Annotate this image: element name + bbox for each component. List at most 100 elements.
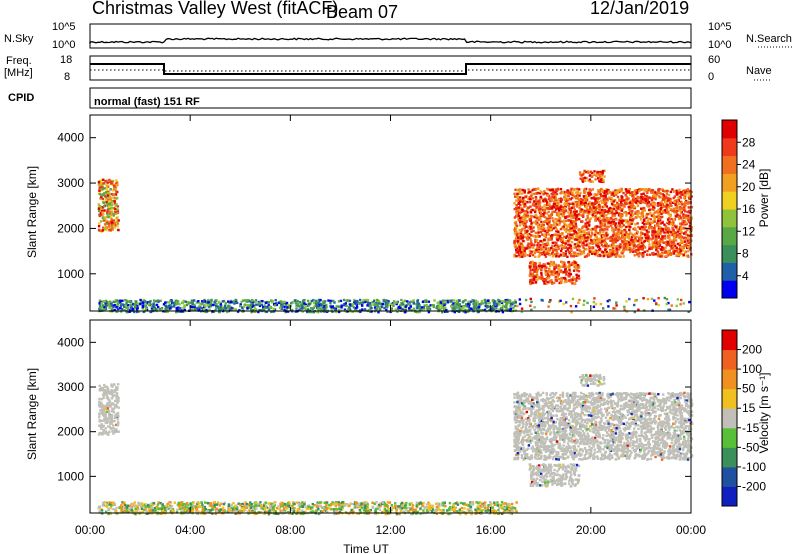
data-cell bbox=[654, 191, 657, 194]
data-cell bbox=[646, 222, 650, 225]
data-cell bbox=[621, 234, 624, 237]
data-cell bbox=[99, 213, 103, 217]
data-cell bbox=[651, 226, 654, 230]
data-cell bbox=[109, 405, 112, 408]
data-cell bbox=[594, 215, 597, 218]
data-cell bbox=[247, 300, 251, 303]
data-cell bbox=[254, 300, 257, 303]
data-cell bbox=[140, 300, 143, 303]
data-cell bbox=[113, 406, 117, 409]
data-cell bbox=[666, 241, 670, 245]
data-cell bbox=[671, 226, 674, 229]
data-cell bbox=[101, 419, 104, 422]
data-cell bbox=[532, 243, 536, 246]
data-cell bbox=[103, 305, 106, 309]
data-cell bbox=[682, 206, 686, 209]
data-cell bbox=[265, 301, 268, 304]
data-cell bbox=[410, 309, 414, 312]
data-cell bbox=[500, 301, 504, 304]
data-cell bbox=[574, 235, 578, 238]
data-cell bbox=[332, 299, 335, 303]
data-cell bbox=[170, 305, 173, 308]
data-cell bbox=[582, 200, 585, 203]
data-cell bbox=[537, 228, 540, 231]
data-cell bbox=[544, 245, 547, 249]
data-cell bbox=[560, 276, 563, 280]
data-cell bbox=[436, 301, 439, 304]
data-cell bbox=[678, 251, 681, 254]
data-cell bbox=[544, 247, 548, 250]
data-cell bbox=[193, 303, 196, 307]
data-cell bbox=[577, 301, 580, 304]
data-cell bbox=[539, 276, 542, 279]
data-cell bbox=[656, 192, 660, 195]
data-cell bbox=[608, 248, 612, 252]
data-cell bbox=[609, 250, 612, 253]
data-cell bbox=[567, 223, 570, 227]
data-cell bbox=[354, 300, 357, 303]
data-cell bbox=[599, 254, 602, 257]
data-cell bbox=[675, 191, 678, 195]
data-cell bbox=[116, 430, 120, 433]
data-cell bbox=[672, 229, 675, 232]
data-cell bbox=[600, 194, 603, 198]
data-cell bbox=[112, 427, 116, 430]
data-cell bbox=[115, 397, 119, 401]
data-cell bbox=[139, 298, 142, 302]
data-cell bbox=[102, 391, 106, 394]
data-cell bbox=[238, 309, 241, 312]
data-cell bbox=[646, 253, 649, 256]
data-cell bbox=[534, 220, 538, 223]
data-cell bbox=[515, 233, 519, 236]
data-cell bbox=[97, 225, 101, 228]
data-cell bbox=[578, 171, 582, 174]
data-cell bbox=[231, 308, 234, 312]
data-cell bbox=[610, 211, 614, 215]
data-cell bbox=[104, 408, 107, 411]
data-cell bbox=[99, 309, 103, 312]
data-cell bbox=[304, 305, 308, 308]
data-cell bbox=[545, 218, 548, 221]
data-cell bbox=[648, 187, 651, 191]
data-cell bbox=[597, 207, 600, 210]
data-cell bbox=[681, 249, 684, 252]
data-cell bbox=[570, 263, 573, 266]
data-cell bbox=[132, 307, 135, 311]
data-cell bbox=[236, 310, 240, 313]
data-cell bbox=[682, 203, 685, 206]
data-cell bbox=[528, 249, 532, 252]
colorbar-swatch bbox=[722, 280, 737, 299]
data-cell bbox=[606, 237, 610, 240]
data-cell bbox=[111, 206, 114, 210]
data-cell bbox=[547, 198, 551, 201]
data-cell bbox=[108, 390, 111, 393]
data-cell bbox=[100, 411, 104, 414]
data-cell bbox=[542, 238, 546, 241]
data-cell bbox=[386, 301, 390, 304]
data-cell bbox=[543, 268, 547, 271]
data-cell bbox=[290, 302, 293, 305]
data-cell bbox=[534, 196, 538, 199]
data-cell bbox=[666, 234, 670, 238]
data-cell bbox=[539, 211, 542, 214]
ytick-label: 1000 bbox=[57, 267, 84, 281]
data-cell bbox=[109, 300, 112, 303]
data-cell bbox=[101, 184, 104, 187]
data-cell bbox=[527, 244, 530, 247]
data-cell bbox=[330, 308, 333, 311]
data-cell bbox=[530, 243, 533, 247]
data-cell bbox=[648, 243, 651, 246]
data-cell bbox=[416, 299, 420, 302]
data-cell bbox=[624, 188, 628, 191]
data-cell bbox=[477, 303, 480, 306]
data-cell bbox=[613, 214, 617, 217]
data-cell bbox=[585, 209, 589, 212]
data-cell bbox=[152, 302, 155, 305]
data-cell bbox=[648, 247, 651, 251]
data-cell bbox=[116, 302, 120, 306]
data-cell bbox=[579, 240, 583, 243]
data-cell bbox=[584, 222, 587, 225]
data-cell bbox=[668, 308, 672, 311]
data-cell bbox=[630, 215, 634, 218]
data-cell bbox=[521, 251, 524, 255]
